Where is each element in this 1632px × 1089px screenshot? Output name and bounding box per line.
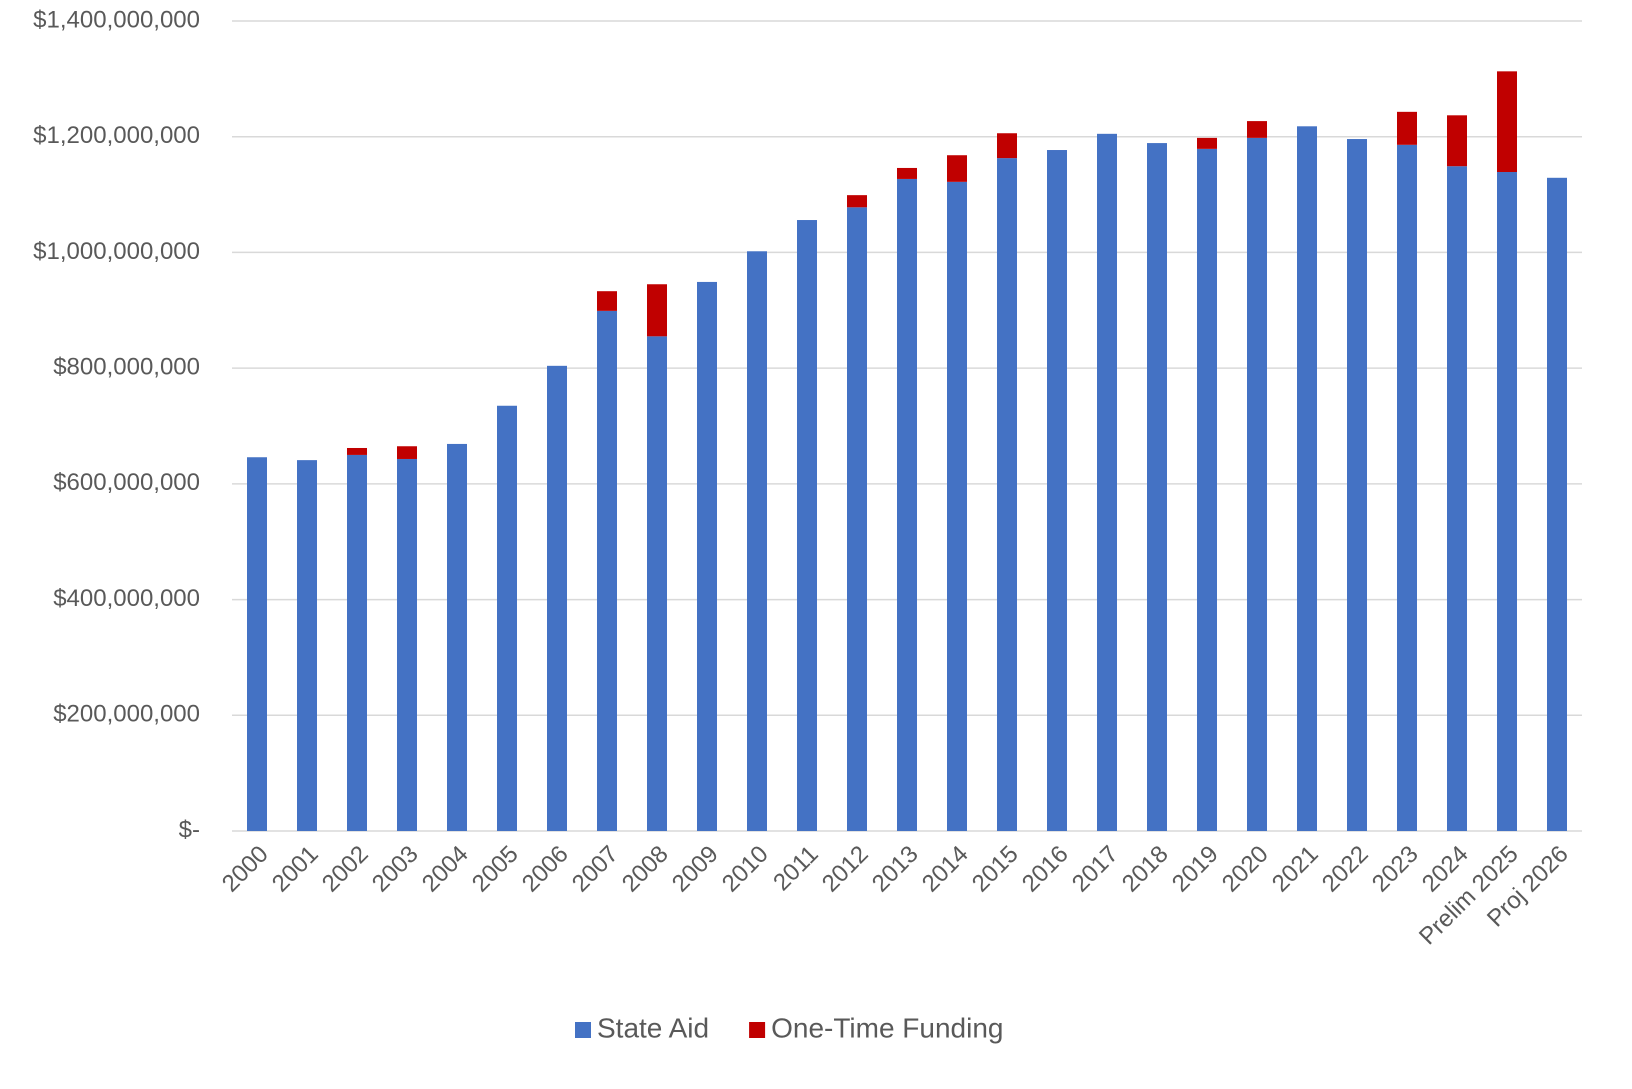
x-tick-label: 2014 (917, 841, 974, 898)
bar-segment (1197, 137, 1217, 149)
x-tick-label: 2004 (417, 841, 474, 898)
legend-label: One-Time Funding (771, 1012, 1003, 1043)
bar-segment (1147, 143, 1167, 832)
bar-segment (897, 167, 917, 179)
x-tick-label: 2021 (1267, 841, 1324, 898)
bar-segment (947, 181, 967, 832)
legend-swatch (749, 1022, 766, 1038)
bar-segment (747, 251, 767, 831)
bar-segment (597, 291, 617, 311)
x-tick-label: 2012 (817, 841, 874, 898)
bar-segment (797, 220, 817, 831)
bar-segment (1297, 126, 1317, 832)
x-tick-label: 2013 (867, 841, 924, 898)
bar-segment (1047, 150, 1067, 831)
bar-segment (397, 446, 417, 459)
x-tick-label: 2015 (967, 841, 1024, 898)
bar-segment (1447, 166, 1467, 831)
bar-segment (997, 158, 1017, 831)
legend-label: State Aid (597, 1012, 709, 1043)
y-tick-label: $1,000,000,000 (33, 238, 200, 265)
bar-segment (1347, 139, 1367, 831)
bar-segment (1397, 144, 1417, 832)
bar-segment (997, 133, 1017, 159)
bar-segment (1197, 148, 1217, 832)
x-tick-label: 2017 (1067, 841, 1124, 898)
bar-segment (1547, 177, 1567, 832)
bar-segment (247, 457, 267, 831)
bar-segment (347, 447, 367, 455)
bar-segment (297, 460, 317, 831)
x-tick-label: 2003 (367, 841, 424, 898)
y-tick-label: $600,000,000 (53, 469, 200, 496)
bar-segment (547, 365, 567, 831)
x-tick-label: 2010 (717, 841, 774, 898)
bar-segment (1097, 133, 1117, 832)
bar-segment (647, 284, 667, 337)
bar-segment (1447, 115, 1467, 167)
x-tick-label: 2000 (217, 841, 274, 898)
bar-segment (1247, 137, 1267, 831)
bar-segment (647, 336, 667, 831)
x-tick-label: 2007 (567, 841, 624, 898)
x-tick-label: 2018 (1117, 841, 1174, 898)
y-tick-label: $200,000,000 (53, 701, 200, 728)
x-tick-label: 2001 (267, 841, 324, 898)
bar-segment (1397, 111, 1417, 145)
bar-segment (1247, 121, 1267, 138)
y-tick-label: $400,000,000 (53, 585, 200, 612)
bar-segment (397, 458, 417, 831)
x-tick-label: 2023 (1367, 841, 1424, 898)
x-tick-label: 2016 (1017, 841, 1074, 898)
bar-segment (447, 443, 467, 831)
x-tick-label: 2006 (517, 841, 574, 898)
bar-segment (497, 405, 517, 831)
x-tick-label: 2022 (1317, 841, 1374, 898)
y-tick-label: $1,400,000,000 (33, 6, 200, 33)
x-tick-label: 2002 (317, 841, 374, 898)
x-tick-label: 2008 (617, 841, 674, 898)
x-tick-label: 2011 (768, 841, 824, 897)
bar-segment (1497, 71, 1517, 173)
bar-segment (947, 155, 967, 182)
bar-segment (697, 281, 717, 832)
bar-segment (897, 178, 917, 831)
x-tick-label: 2009 (667, 841, 724, 898)
y-tick-label: $800,000,000 (53, 353, 200, 380)
legend-swatch (575, 1022, 591, 1038)
y-tick-label: $- (179, 816, 200, 843)
bar-segment (847, 195, 867, 208)
x-tick-label: 2019 (1167, 841, 1224, 898)
bar-segment (1497, 172, 1517, 831)
bar-segment (347, 454, 367, 831)
x-tick-label: 2020 (1217, 841, 1274, 898)
y-tick-label: $1,200,000,000 (33, 122, 200, 149)
x-tick-label: 2005 (467, 841, 524, 898)
bar-segment (847, 207, 867, 832)
bar-segment (597, 310, 617, 832)
